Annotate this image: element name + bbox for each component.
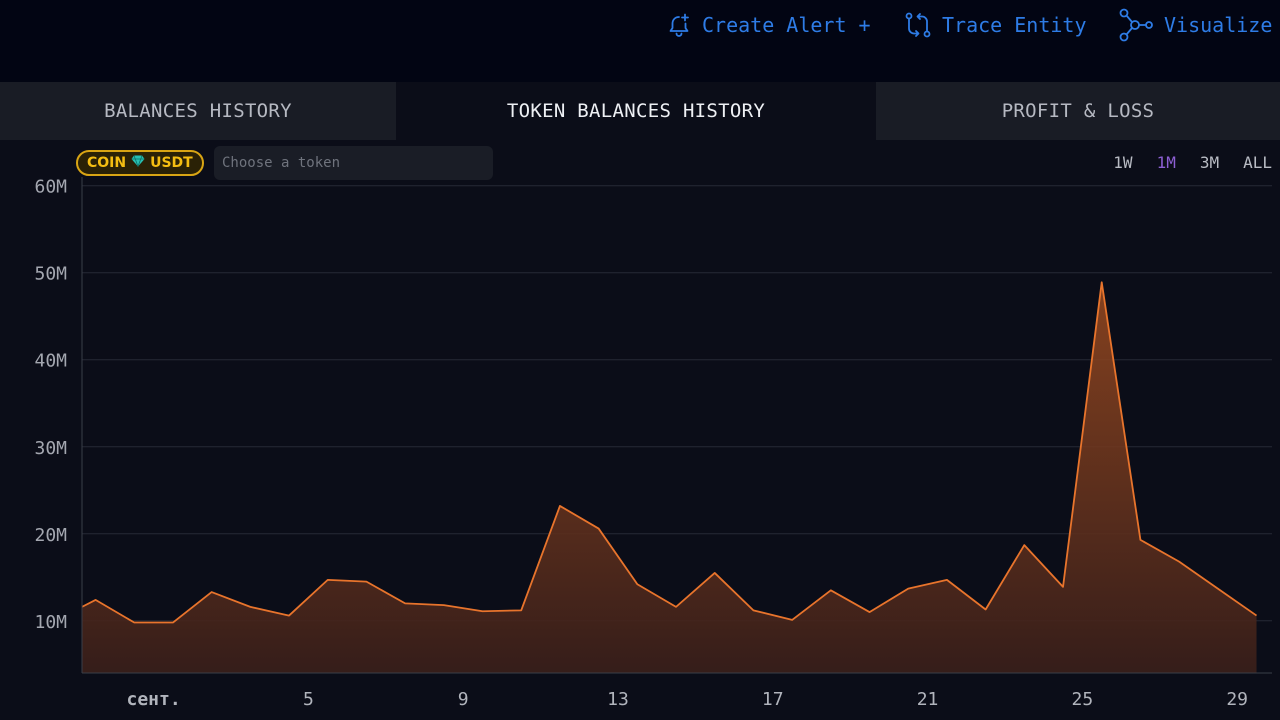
y-tick-label: 50M	[34, 264, 67, 285]
tab-bar: BALANCES HISTORY TOKEN BALANCES HISTORY …	[0, 82, 1280, 140]
x-tick-label: сент.	[126, 689, 180, 710]
graph-nodes-icon	[1118, 8, 1154, 42]
range-3m[interactable]: 3M	[1199, 153, 1220, 172]
y-tick-label: 10M	[34, 612, 67, 633]
x-tick-label: 9	[458, 689, 469, 710]
chart-area: 10M 20M 30M 40M 50M 60M сент. 5 9 13 17 21 25 29 COIN…	[0, 140, 1280, 720]
y-tick-label: 30M	[34, 438, 67, 459]
series-area	[82, 282, 1257, 673]
x-tick-label: 5	[303, 689, 314, 710]
range-1m[interactable]: 1M	[1156, 153, 1176, 172]
visualize-label: Visualize	[1164, 13, 1273, 37]
y-tick-label: 20M	[34, 525, 67, 546]
coin-badge-label: COIN	[87, 155, 127, 171]
x-tick-label: 25	[1072, 689, 1094, 710]
top-bar: Create Alert + Trace Entity Visua	[0, 0, 1280, 82]
coin-token-badge[interactable]: COIN USDT	[76, 150, 204, 176]
range-all[interactable]: ALL	[1243, 153, 1272, 172]
gem-icon	[131, 155, 145, 171]
trace-icon	[904, 11, 932, 39]
x-tick-label: 17	[762, 689, 784, 710]
x-tick-label: 21	[917, 689, 939, 710]
create-alert-button[interactable]: Create Alert +	[666, 8, 871, 42]
y-tick-label: 40M	[34, 351, 67, 372]
visualize-button[interactable]: Visualize	[1118, 8, 1272, 42]
create-alert-label: Create Alert +	[702, 13, 871, 37]
tab-balances-history[interactable]: BALANCES HISTORY	[0, 82, 396, 140]
tab-token-balances-history[interactable]: TOKEN BALANCES HISTORY	[396, 82, 876, 140]
tab-profit-and-loss[interactable]: PROFIT & LOSS	[876, 82, 1280, 140]
trace-entity-button[interactable]: Trace Entity	[904, 8, 1087, 42]
x-tick-label: 29	[1226, 689, 1248, 710]
tab-label: PROFIT & LOSS	[1001, 100, 1155, 122]
trace-entity-label: Trace Entity	[942, 13, 1087, 37]
tab-label: BALANCES HISTORY	[104, 100, 292, 122]
range-1w[interactable]: 1W	[1113, 153, 1133, 172]
y-tick-label: 60M	[34, 177, 67, 198]
token-balance-chart: 10M 20M 30M 40M 50M 60M сент. 5 9 13 17 21 25 29	[34, 177, 1272, 710]
bell-plus-icon	[666, 12, 692, 38]
token-symbol: USDT	[150, 155, 193, 171]
tab-label: TOKEN BALANCES HISTORY	[506, 100, 766, 122]
series-line	[81, 281, 1258, 624]
time-range-selector: 1W 1M 3M ALL	[1113, 153, 1272, 172]
token-search-input[interactable]	[214, 146, 493, 180]
x-tick-label: 13	[607, 689, 629, 710]
